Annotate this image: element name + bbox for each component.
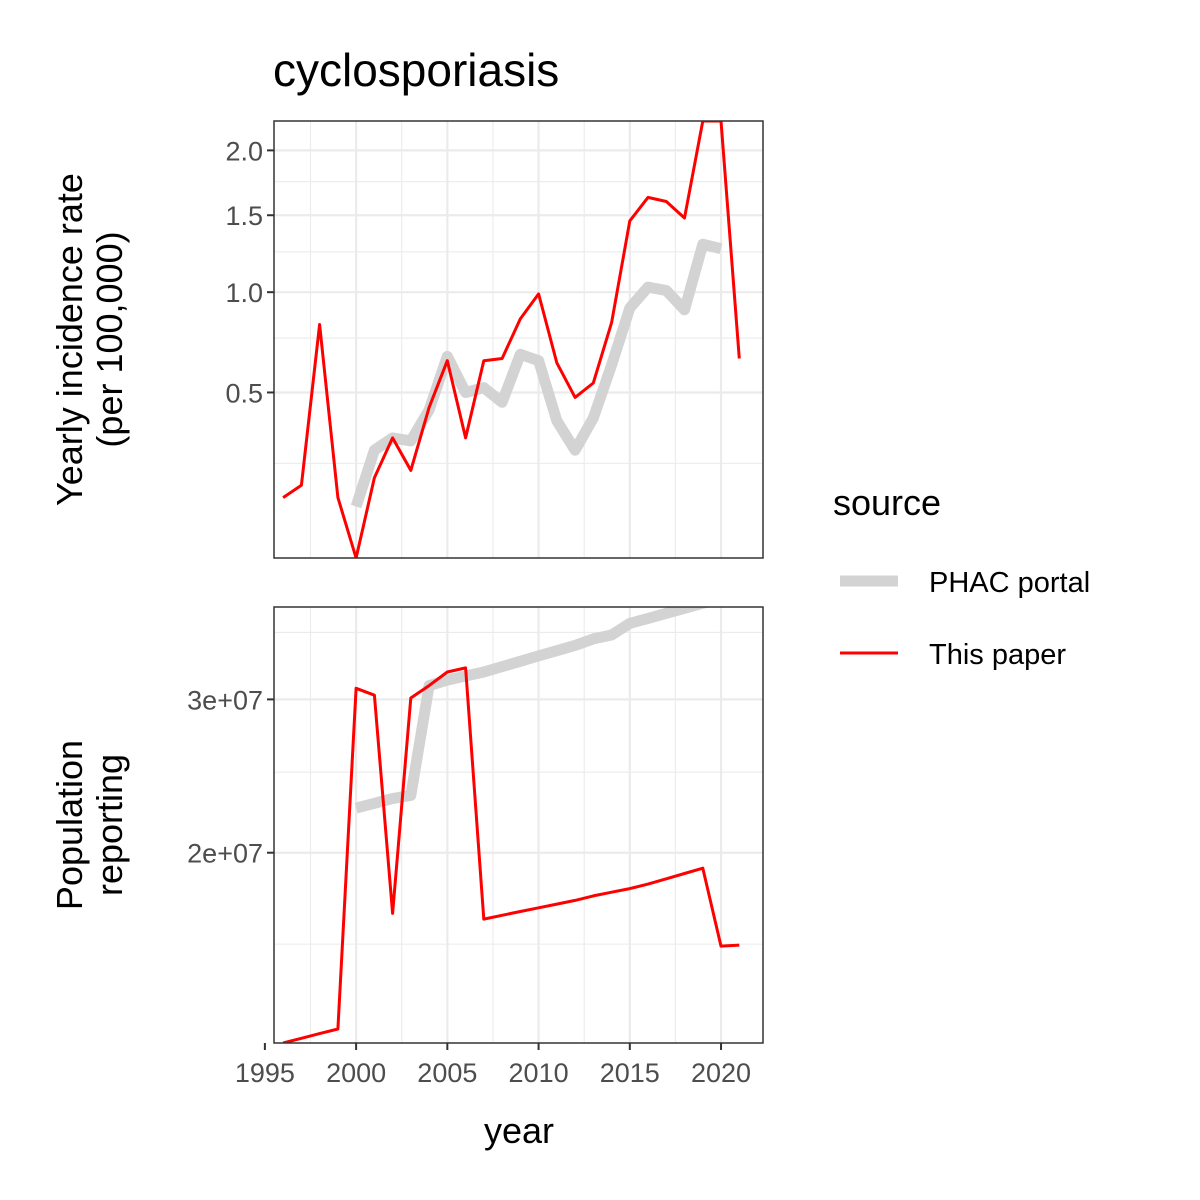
legend-label-this-paper: This paper — [929, 639, 1066, 671]
y-tick-label: 2e+07 — [187, 839, 263, 869]
x-tick-label: 2000 — [326, 1058, 386, 1088]
panel-incidence: 0.5 1.0 1.5 2.0 Yearly incidence rate(per 10… — [49, 120, 764, 559]
x-tick-label: 2005 — [417, 1058, 477, 1088]
series-line-phac-portal-population — [354, 607, 712, 814]
y-tick-label: 2.0 — [225, 136, 263, 166]
series-line-this-paper-population — [282, 666, 740, 1043]
panel-border — [273, 606, 764, 1044]
series-line-phac-portal-incidence — [350, 238, 723, 509]
y-tick-label: 1.0 — [225, 278, 263, 308]
x-tick-label: 1995 — [235, 1058, 295, 1088]
legend-label-phac-portal: PHAC portal — [929, 567, 1090, 599]
x-tick-label: 2010 — [509, 1058, 569, 1088]
x-axis-title: year — [484, 1110, 554, 1151]
series-line-this-paper-incidence — [282, 121, 741, 558]
y-axis-title-population: Populationreporting — [49, 740, 130, 910]
x-tick-label: 2015 — [600, 1058, 660, 1088]
y-tick-label: 0.5 — [225, 378, 263, 408]
x-tick-label: 2020 — [691, 1058, 751, 1088]
panel-border — [273, 120, 764, 559]
legend: source PHAC portal This paper — [833, 482, 1090, 671]
legend-title: source — [833, 482, 941, 523]
panel-population: 2e+07 3e+07 Populationreporting — [49, 606, 764, 1044]
x-axis: 1995 2000 2005 2010 2015 2020 — [235, 1043, 751, 1088]
chart-title: cyclosporiasis — [273, 44, 559, 96]
y-tick-label: 3e+07 — [187, 685, 263, 715]
y-axis-title-incidence: Yearly incidence rate(per 100,000) — [49, 173, 130, 506]
y-tick-label: 1.5 — [225, 201, 263, 231]
